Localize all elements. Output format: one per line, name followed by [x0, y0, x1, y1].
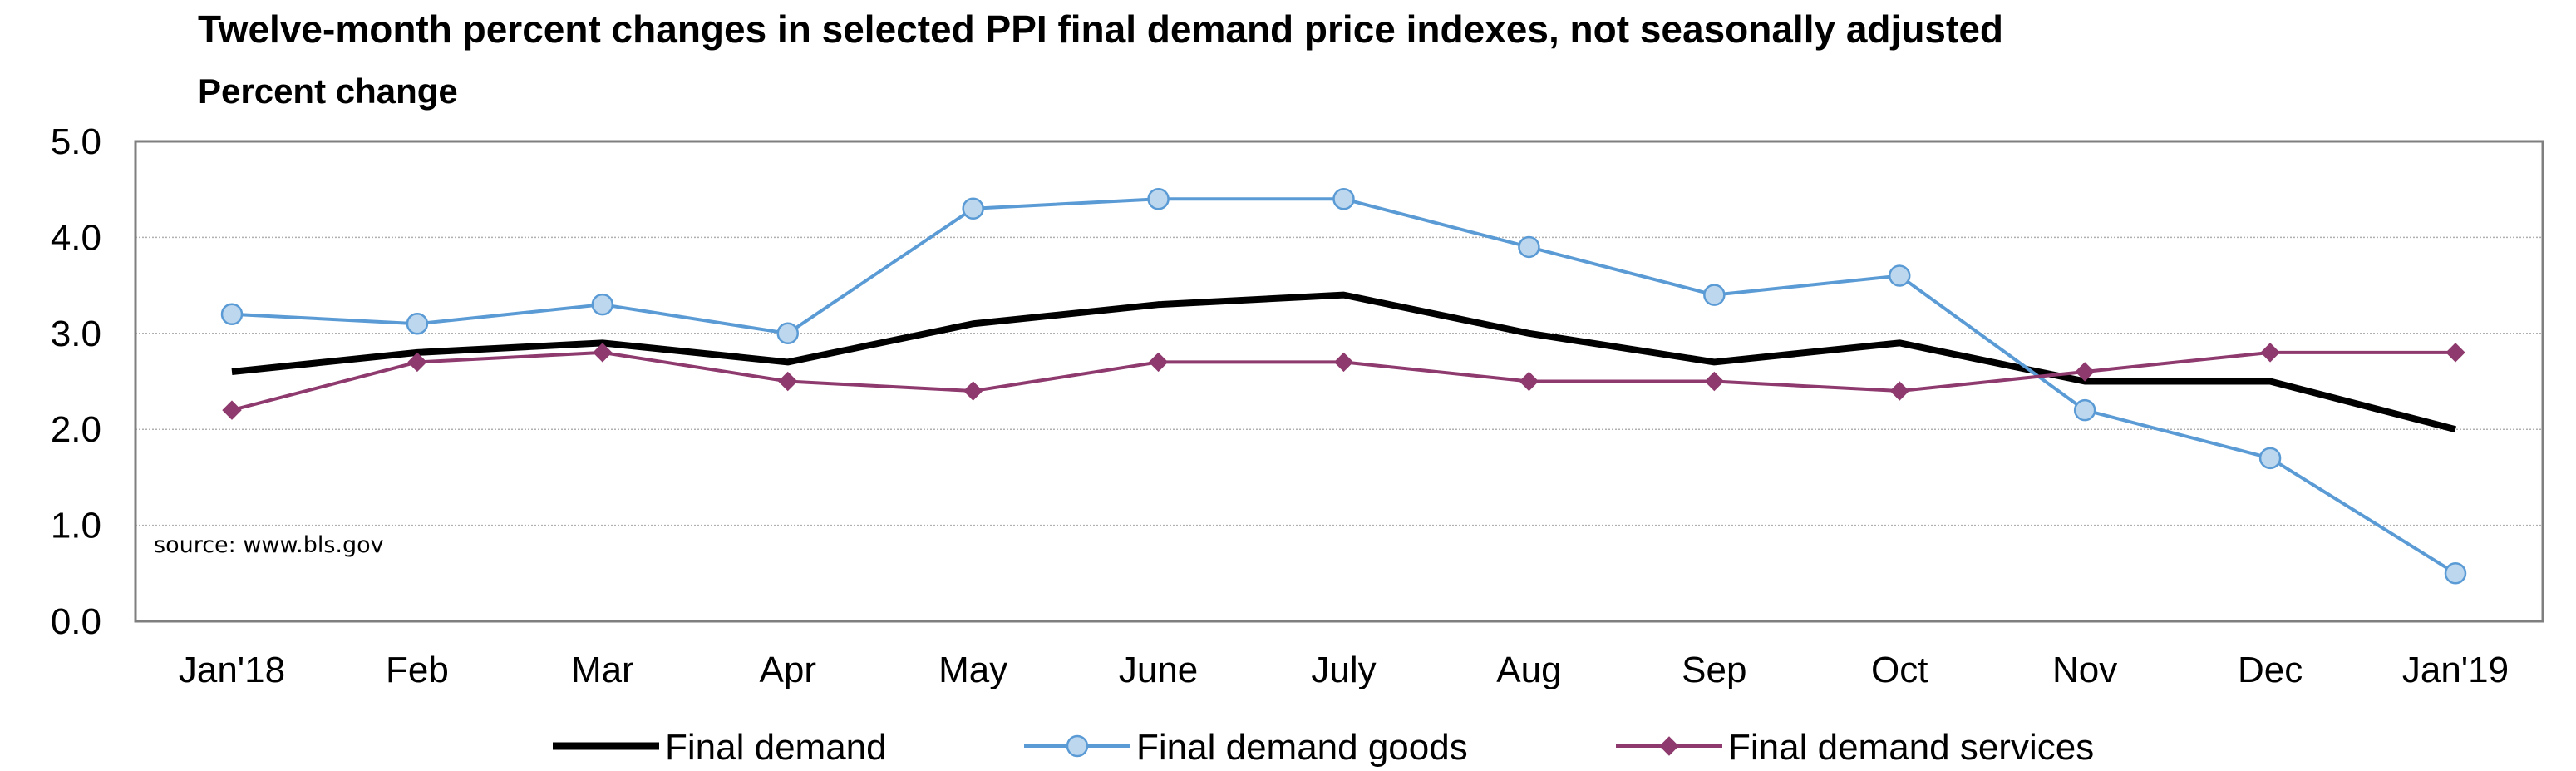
x-tick-label: Dec — [2238, 650, 2303, 690]
legend-label: Final demand goods — [1136, 727, 1468, 768]
legend-item: Final demand goods — [1024, 727, 1468, 768]
data-point — [407, 352, 427, 373]
x-tick-label: July — [1311, 650, 1376, 690]
series-line — [231, 197, 2457, 575]
x-tick-label: Apr — [760, 650, 816, 690]
data-point — [1889, 264, 1911, 287]
y-tick-label: 0.0 — [51, 601, 101, 642]
data-point — [778, 371, 798, 392]
data-point — [1148, 352, 1169, 373]
x-tick-label: June — [1119, 650, 1198, 690]
data-point — [591, 293, 614, 316]
series-final-demand-goods — [220, 187, 2467, 585]
chart-subtitle: Percent change — [198, 72, 458, 111]
x-tick-label: Aug — [1496, 650, 1561, 690]
data-point — [2260, 343, 2280, 363]
x-tick-label: May — [938, 650, 1007, 690]
series-final-demand-services — [222, 343, 2465, 420]
y-tick-label: 2.0 — [51, 409, 101, 450]
data-point — [1889, 381, 1909, 401]
source-note: source: www.bls.gov — [154, 532, 384, 558]
legend-label: Final demand — [665, 727, 887, 768]
data-point — [776, 322, 799, 345]
legend-item: Final demand — [553, 727, 887, 768]
x-tick-label: Mar — [571, 650, 634, 690]
data-point — [1332, 187, 1355, 210]
data-point — [406, 313, 429, 335]
data-point — [593, 343, 613, 363]
data-point — [1333, 352, 1354, 373]
y-tick-label: 5.0 — [51, 121, 101, 162]
legend-marker — [1066, 734, 1089, 758]
y-tick-label: 1.0 — [51, 506, 101, 546]
x-tick-label: Sep — [1682, 650, 1746, 690]
y-tick-label: 3.0 — [51, 314, 101, 354]
data-point — [2444, 562, 2467, 585]
plot-area-border — [134, 140, 2544, 623]
chart-title: Twelve-month percent changes in selected… — [198, 7, 2003, 51]
data-point — [1147, 187, 1170, 210]
x-tick-label: Nov — [2052, 650, 2117, 690]
x-tick-label: Jan'19 — [2402, 650, 2509, 690]
legend-marker — [1659, 736, 1679, 756]
data-point — [1703, 284, 1726, 306]
data-point — [2075, 362, 2095, 382]
data-point — [1704, 371, 1725, 392]
x-tick-label: Jan'18 — [179, 650, 285, 690]
data-point — [963, 381, 983, 401]
legend-item: Final demand services — [1616, 727, 2094, 768]
data-point — [962, 197, 984, 220]
y-tick-label: 4.0 — [51, 217, 101, 258]
data-point — [2445, 343, 2465, 363]
legend-label: Final demand services — [1728, 727, 2094, 768]
data-point — [2073, 398, 2096, 422]
x-tick-label: Oct — [1871, 650, 1928, 690]
data-point — [222, 400, 242, 420]
data-point — [1518, 235, 1540, 259]
data-point — [1519, 371, 1539, 392]
x-tick-label: Feb — [386, 650, 449, 690]
data-point — [220, 303, 244, 325]
data-point — [2258, 447, 2282, 470]
